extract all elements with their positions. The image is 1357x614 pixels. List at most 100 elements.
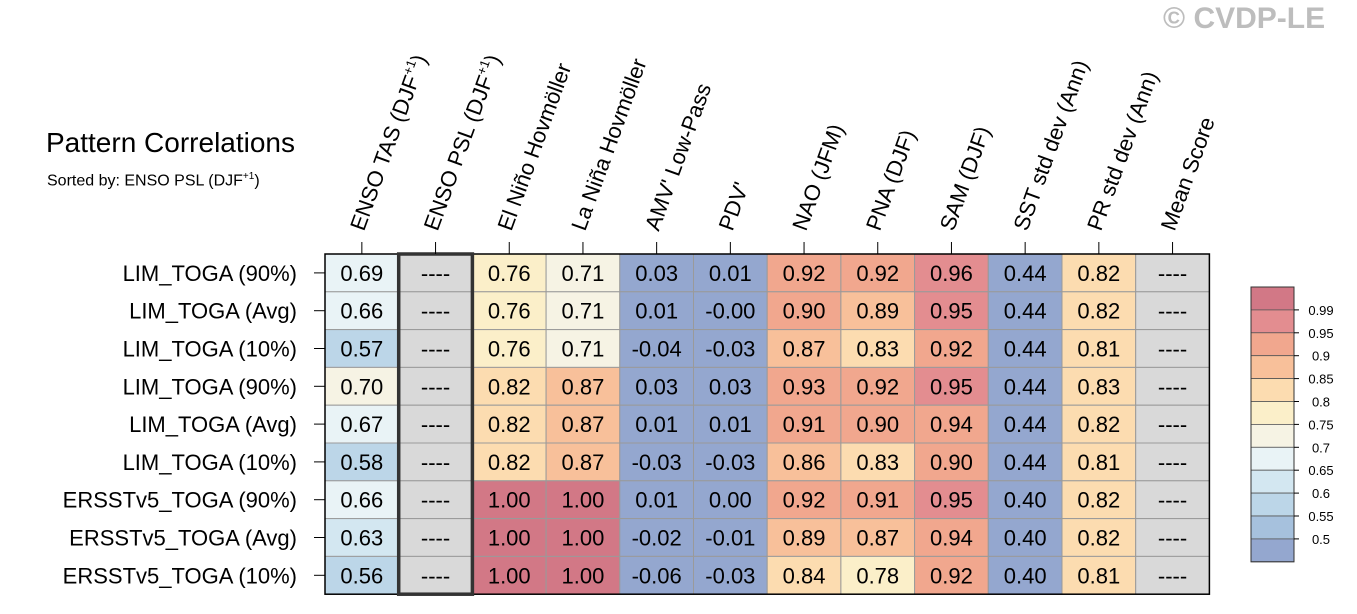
cell-value: 0.70 xyxy=(340,374,383,399)
heatmap-cell xyxy=(766,518,842,557)
cell-value: 0.71 xyxy=(562,261,605,286)
cell-value: 0.82 xyxy=(1077,488,1120,513)
cell-value: 0.91 xyxy=(856,488,899,513)
cell-value: -0.03 xyxy=(632,450,682,475)
heatmap-cell xyxy=(693,555,768,595)
colorbar-swatch xyxy=(1250,469,1295,494)
heatmap-cell xyxy=(987,329,1063,368)
heatmap-cell xyxy=(914,329,989,368)
heatmap-cell xyxy=(619,518,694,557)
chart-subtitle: Sorted by: ENSO PSL (DJF+1) xyxy=(47,171,260,190)
heatmap-cell xyxy=(1061,366,1137,406)
column-label: PR std dev (Ann) xyxy=(1082,68,1163,234)
heatmap-cell xyxy=(471,480,547,520)
cell-value: 0.82 xyxy=(1077,412,1120,437)
heatmap-cell xyxy=(987,555,1063,595)
cell-value: 0.76 xyxy=(488,299,531,324)
heatmap-cell xyxy=(398,555,473,595)
colorbar-label: 0.7 xyxy=(1312,440,1330,455)
heatmap-cell xyxy=(987,404,1063,444)
subtitle-suffix: ) xyxy=(254,172,260,190)
cell-value: 0.03 xyxy=(635,261,678,286)
colorbar-swatch xyxy=(1250,286,1295,311)
heatmap-cell xyxy=(471,555,547,595)
row-label: ERSSTv5_TOGA (10%) xyxy=(63,563,297,588)
cell-value: 1.00 xyxy=(488,526,531,551)
colorbar-label: 0.5 xyxy=(1312,532,1330,547)
colorbar-swatch xyxy=(1250,401,1295,425)
cell-value: 0.83 xyxy=(1077,374,1120,399)
cell-value: 0.69 xyxy=(340,261,383,286)
cell-value: 0.76 xyxy=(488,337,531,362)
heatmap-cell xyxy=(766,442,842,482)
heatmap-cell xyxy=(545,366,621,406)
colorbar-label: 0.55 xyxy=(1308,509,1333,524)
cell-value: 0.76 xyxy=(488,261,531,286)
heatmap-cell xyxy=(545,442,621,482)
colorbar-label: 0.75 xyxy=(1308,417,1333,432)
colorbar-swatch xyxy=(1250,309,1295,334)
cell-value: 0.87 xyxy=(562,412,605,437)
row-label: LIM_TOGA (90%) xyxy=(123,261,297,286)
cell-value: 0.87 xyxy=(856,526,899,551)
heatmap-cell xyxy=(1061,291,1137,331)
missing-label: ---- xyxy=(1158,526,1187,551)
heatmap-cell xyxy=(545,404,621,444)
missing-label: ---- xyxy=(1158,450,1187,475)
cell-value: 0.82 xyxy=(488,412,531,437)
cell-value: 0.92 xyxy=(856,261,899,286)
subtitle-sup: +1 xyxy=(242,171,255,182)
cell-value: 0.87 xyxy=(562,374,605,399)
cell-value: 0.92 xyxy=(856,374,899,399)
missing-label: ---- xyxy=(421,412,450,437)
cell-value: -0.00 xyxy=(705,299,755,324)
heatmap-cell xyxy=(545,518,621,557)
cell-value: 0.40 xyxy=(1004,488,1047,513)
heatmap-cell xyxy=(1061,518,1137,557)
cell-value: 0.81 xyxy=(1077,450,1120,475)
column-label: PNA (DJF) xyxy=(861,126,920,233)
cell-value: 0.81 xyxy=(1077,563,1120,588)
heatmap-cell xyxy=(619,555,694,595)
colorbar-swatch xyxy=(1250,378,1295,402)
colorbar-label: 0.99 xyxy=(1308,303,1333,318)
cell-value: 0.67 xyxy=(340,412,383,437)
cell-value: 0.71 xyxy=(562,337,605,362)
heatmap-cell xyxy=(1135,404,1210,444)
row-label: LIM_TOGA (Avg) xyxy=(129,412,297,437)
cell-value: 0.78 xyxy=(856,563,899,588)
cell-value: 0.03 xyxy=(635,374,678,399)
row-label: LIM_TOGA (10%) xyxy=(123,450,297,475)
missing-label: ---- xyxy=(421,374,450,399)
cell-value: 1.00 xyxy=(488,563,531,588)
column-label: AMV' Low-Pass xyxy=(640,80,716,234)
column-label: ENSO TAS (DJF+1) xyxy=(344,51,432,234)
colorbar-label: 0.65 xyxy=(1308,463,1333,478)
cell-value: 0.92 xyxy=(783,488,826,513)
cell-value: 0.01 xyxy=(635,412,678,437)
heatmap-cell xyxy=(987,480,1063,520)
heatmap-cell xyxy=(1135,329,1210,368)
chart-title: Pattern Correlations xyxy=(46,127,296,158)
cell-value: 0.92 xyxy=(930,337,973,362)
heatmap-cell xyxy=(398,480,473,520)
cell-value: -0.06 xyxy=(632,563,682,588)
cell-value: 0.95 xyxy=(930,374,973,399)
cell-value: 0.40 xyxy=(1004,526,1047,551)
colorbar-label: 0.85 xyxy=(1308,372,1333,387)
missing-label: ---- xyxy=(1158,412,1187,437)
cell-value: 0.01 xyxy=(709,412,752,437)
row-label: LIM_TOGA (10%) xyxy=(123,337,297,362)
heatmap-cell xyxy=(471,329,547,368)
cell-value: 0.83 xyxy=(856,337,899,362)
heatmap-cell xyxy=(1061,404,1137,444)
cell-value: 0.82 xyxy=(1077,299,1120,324)
cell-value: 0.94 xyxy=(930,526,973,551)
colorbar-swatch xyxy=(1250,423,1295,448)
colorbar-label: 0.6 xyxy=(1312,486,1330,501)
cell-value: 0.89 xyxy=(783,526,826,551)
cell-value: 0.44 xyxy=(1004,261,1047,286)
missing-label: ---- xyxy=(421,299,450,324)
cell-value: 0.86 xyxy=(783,450,826,475)
column-label: La Niña Hovmöller xyxy=(566,55,651,234)
